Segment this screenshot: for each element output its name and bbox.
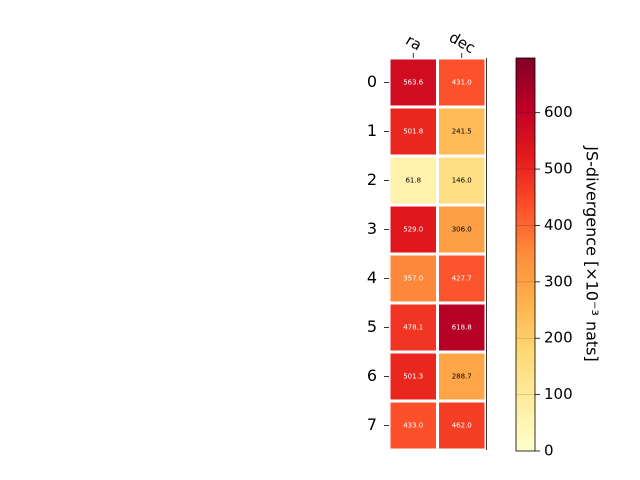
heatmap-cell-4-ra — [389, 254, 437, 303]
heatmap-cell-6-dec — [438, 352, 486, 401]
heatmap-cells: 563.6 431.0 501.8 241.5 61.8 146.0 529.0 306.0 3… — [389, 58, 486, 450]
cell-value-label: 433.0 — [403, 422, 423, 430]
cell-value-label: 427.7 — [452, 275, 472, 283]
colorbar-tick-label: 300 — [544, 272, 573, 290]
colorbar-gradient — [516, 58, 535, 451]
cell-value-label: 61.8 — [405, 177, 421, 185]
colorbar-tick-label: 600 — [544, 103, 573, 121]
cell-value-label: 529.0 — [403, 226, 423, 234]
cell-value-label: 241.5 — [452, 128, 472, 136]
colorbar-label: JS-divergence [×10⁻³ nats] — [583, 145, 602, 361]
cell-value-label: 501.8 — [403, 128, 423, 136]
cell-value-label: 501.3 — [403, 373, 423, 381]
heatmap-cell-5-ra — [389, 303, 437, 352]
cell-value-label: 478.1 — [403, 324, 423, 332]
cell-value-label: 563.6 — [403, 79, 424, 87]
cell-value-label: 306.0 — [452, 226, 472, 234]
heatmap-cell-7-dec — [438, 401, 486, 450]
cell-value-label: 146.0 — [452, 177, 472, 185]
column-label-dec: dec — [446, 28, 478, 57]
row-label-3: 3 — [367, 219, 377, 238]
heatmap-cell-0-ra — [389, 58, 437, 107]
heatmap-cell-3-ra — [389, 205, 437, 254]
cell-value-label: 288.7 — [452, 373, 472, 381]
colorbar-tick-label: 200 — [544, 329, 573, 347]
cell-value-label: 618.8 — [452, 324, 472, 332]
cell-value-label: 462.0 — [452, 422, 472, 430]
heatmap-cell-3-dec — [438, 205, 486, 254]
row-label-5: 5 — [367, 317, 377, 336]
cell-value-label: 357.0 — [403, 275, 423, 283]
cell-value-label: 431.0 — [452, 79, 472, 87]
colorbar-tick-label: 500 — [544, 160, 573, 178]
column-label-ra: ra — [403, 31, 425, 54]
row-label-1: 1 — [367, 121, 377, 140]
row-label-2: 2 — [367, 170, 377, 189]
heatmap-cell-0-dec — [438, 58, 486, 107]
row-labels: 0 1 2 3 4 5 6 7 — [367, 72, 389, 434]
colorbar-tick-label: 0 — [544, 442, 554, 460]
row-label-7: 7 — [367, 415, 377, 434]
colorbar-frame — [515, 57, 536, 452]
heatmap-cell-4-dec — [438, 254, 486, 303]
colorbar-tick-label: 100 — [544, 385, 573, 403]
row-label-6: 6 — [367, 366, 377, 385]
row-label-4: 4 — [367, 268, 377, 287]
colorbar-tick-label: 400 — [544, 216, 573, 234]
heatmap-cell-1-dec — [438, 107, 486, 156]
row-label-0: 0 — [367, 72, 377, 91]
heatmap-cell-6-ra — [389, 352, 437, 401]
heatmap-cell-2-dec — [438, 156, 486, 205]
heatmap-cell-2-ra — [389, 156, 437, 205]
heatmap-cell-7-ra — [389, 401, 437, 450]
heatmap-cell-1-ra — [389, 107, 437, 156]
column-labels: ra dec — [403, 28, 478, 58]
colorbar: 0 100 200 300 400 500 600 JS-divergence [×10⁻³… — [515, 57, 602, 460]
heatmap-cell-5-dec — [438, 303, 486, 352]
